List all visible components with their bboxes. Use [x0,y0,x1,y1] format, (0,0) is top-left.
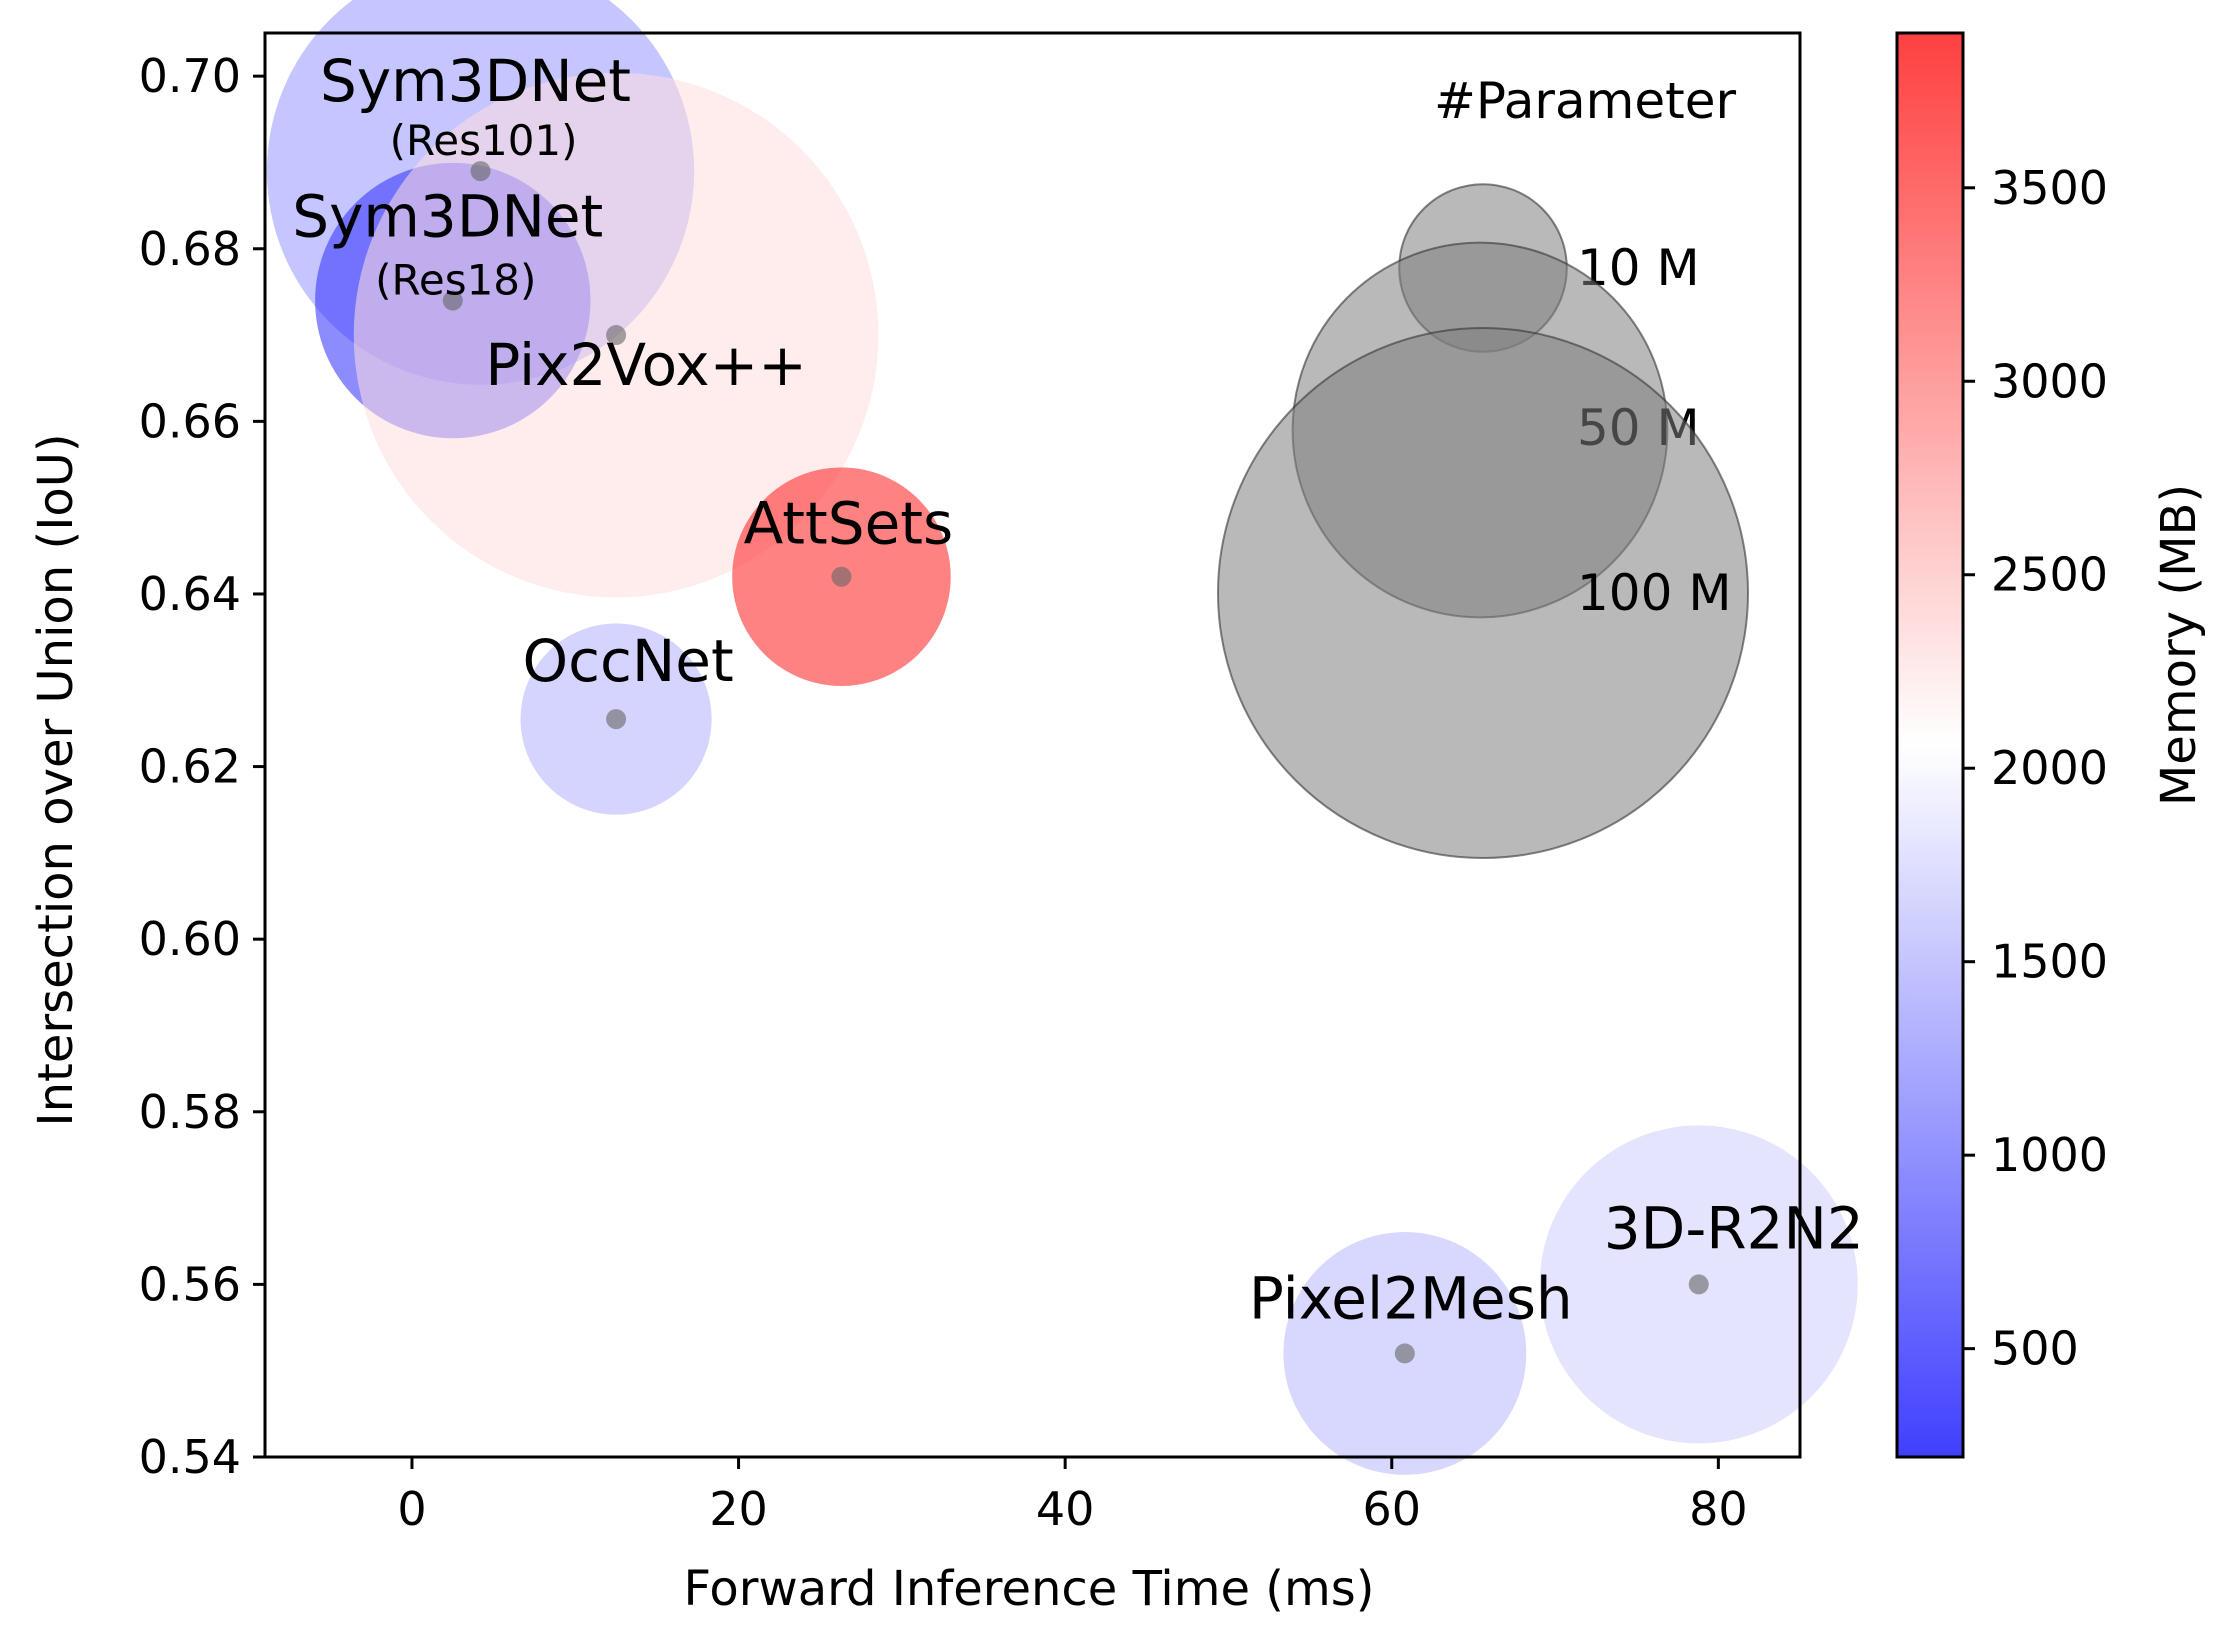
bubble-center-5 [1394,1343,1415,1364]
y-tick-label-0: 0.54 [139,1430,241,1484]
point-sublabel-1: (Res18) [375,256,536,305]
x-tick-label-0: 0 [397,1482,426,1536]
x-tick-label-3: 60 [1362,1482,1421,1536]
bubble-center-6 [1688,1274,1709,1295]
colorbar-tick-label-2: 1500 [1991,935,2108,989]
colorbar-tick-label-0: 500 [1991,1322,2079,1376]
bubble-center-1 [442,290,463,311]
center-dot-layer [442,161,1709,1364]
plot-frame [263,31,1802,1459]
point-label-1: Sym3DNet [292,183,603,251]
x-axis: 0 20 40 60 80 [397,1457,1748,1536]
y-axis-title: Intersection over Union (IoU) [28,433,84,1126]
point-label-5: Pixel2Mesh [1249,1264,1573,1332]
size-legend-title: #Parameter [1434,72,1736,130]
point-label-3: AttSets [744,490,954,558]
y-tick-label-2: 0.58 [139,1085,241,1139]
size-legend-label-2: 100 M [1577,564,1731,622]
x-tick-label-2: 40 [1036,1482,1095,1536]
colorbar: 500 1000 1500 2000 2500 3000 3500 Memory (MB) [1895,31,2207,1459]
y-tick-label-4: 0.62 [139,740,241,794]
point-label-4: OccNet [522,627,733,695]
colorbar-tick-label-3: 2000 [1991,741,2108,795]
x-axis-title: Forward Inference Time (ms) [683,1561,1374,1617]
y-tick-label-1: 0.56 [139,1257,241,1311]
y-tick-label-5: 0.64 [139,567,241,621]
x-tick-label-1: 20 [709,1482,768,1536]
bubble-center-4 [606,709,627,730]
y-axis: 0.54 0.56 0.58 0.60 0.62 0.64 0.66 0.68 0.70 [139,49,265,1484]
point-label-6: 3D-R2N2 [1604,1194,1864,1262]
bubble-center-3 [831,566,852,587]
point-sublabel-0: (Res101) [390,116,578,165]
point-label-layer: Sym3DNet(Res101)Sym3DNet(Res18)Pix2Vox++… [292,47,1863,1332]
colorbar-gradient [1897,33,1963,1457]
bubble-center-0 [470,161,491,182]
colorbar-tick-label-6: 3500 [1991,161,2108,215]
y-tick-label-6: 0.66 [139,394,241,448]
size-legend-marker-2 [1217,327,1749,859]
colorbar-frame [1895,31,1965,1459]
y-tick-label-3: 0.60 [139,912,241,966]
x-tick-label-4: 80 [1689,1482,1748,1536]
bubble-center-2 [606,325,627,346]
point-label-0: Sym3DNet [320,47,631,115]
point-label-2: Pix2Vox++ [485,331,806,399]
colorbar-title: Memory (MB) [2151,484,2207,806]
colorbar-tick-label-4: 2500 [1991,548,2108,602]
y-tick-label-7: 0.68 [139,222,241,276]
colorbar-tick-label-5: 3000 [1991,354,2108,408]
y-tick-label-8: 0.70 [139,49,241,103]
colorbar-tick-label-1: 1000 [1991,1128,2108,1182]
